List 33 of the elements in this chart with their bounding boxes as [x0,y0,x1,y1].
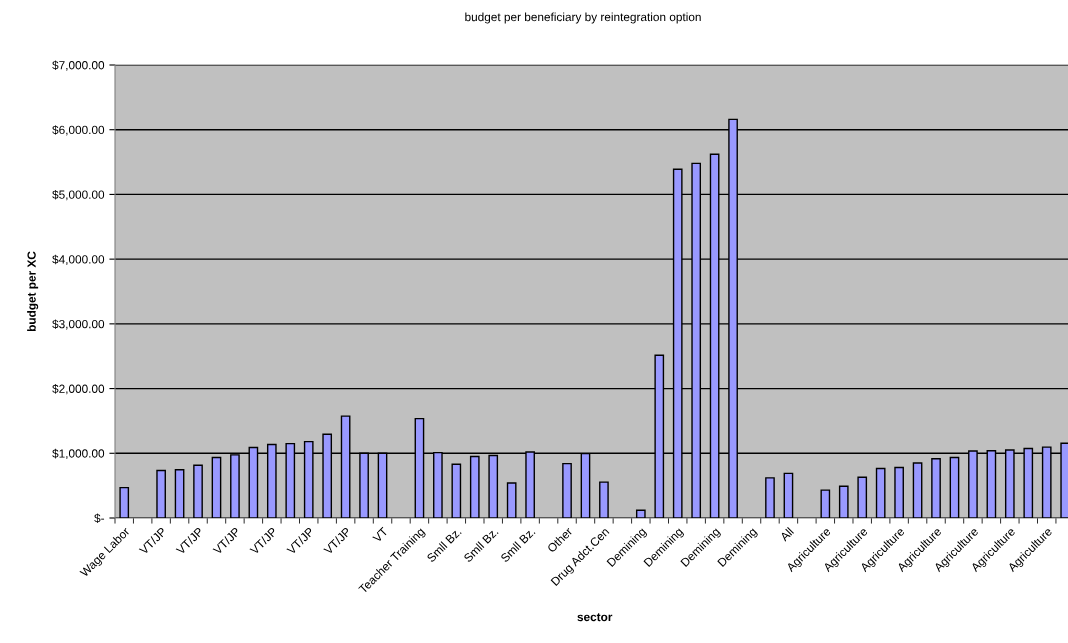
bar [635,509,646,518]
bar [451,463,462,518]
bar [912,462,923,518]
y-tick-label: $5,000.00 [52,189,105,201]
bar [949,456,960,518]
y-tick-label: $- [94,513,105,524]
y-tick-label: $3,000.00 [52,319,105,330]
bar [857,476,868,518]
y-tick-label: $4,000.00 [52,254,105,265]
y-tick-label: $7,000.00 [52,60,105,71]
bar [119,486,130,518]
x-tick-label: VT [372,526,389,544]
bar [931,458,941,518]
bar [562,462,572,518]
bar [894,466,904,518]
bar [174,469,185,518]
bar [599,481,609,518]
bar [765,477,775,518]
bar [156,469,166,518]
y-tick-label: $6,000.00 [52,125,105,136]
bar [838,485,849,518]
bar [469,455,480,518]
bar [211,456,222,518]
bar [820,489,831,518]
bar [875,467,886,518]
bar [193,464,203,518]
y-tick-label: $2,000.00 [52,384,105,395]
bar [783,472,794,518]
bar [506,482,517,518]
y-axis-title: budget per XC [27,251,39,332]
chart-title: budget per beneficiary by reintegration option [465,12,701,24]
x-axis-title: sector [577,613,613,622]
y-tick-label: $1,000.00 [52,448,105,460]
